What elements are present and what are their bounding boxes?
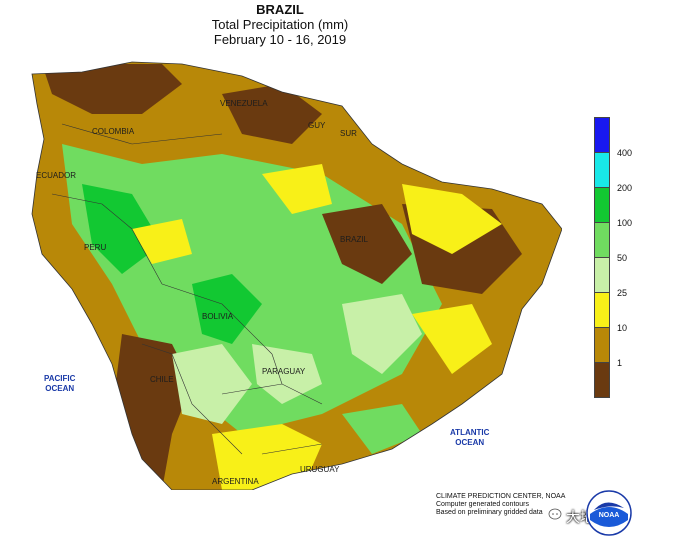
legend-label: 400: [617, 148, 633, 158]
map-title: BRAZIL: [256, 2, 304, 17]
legend-label: 200: [617, 183, 633, 193]
label-paraguay: PARAGUAY: [262, 367, 306, 376]
precipitation-map: VENEZUELA COLOMBIA ECUADOR PERU BRAZIL B…: [31, 61, 562, 490]
coastline: [31, 61, 562, 490]
label-argentina: ARGENTINA: [212, 477, 259, 486]
country-borders: [51, 123, 323, 455]
legend-swatch: [594, 257, 610, 293]
pacific-ocean-label: PACIFIC OCEAN: [44, 374, 76, 393]
label-guyana: GUY: [308, 121, 326, 130]
legend-swatch: [594, 152, 610, 188]
source-footer: CLIMATE PREDICTION CENTER, NOAA Computer…: [436, 493, 566, 516]
legend-label: 10: [617, 323, 628, 333]
legend-label: 25: [617, 288, 628, 298]
label-ecuador: ECUADOR: [36, 171, 76, 180]
legend-swatch: [594, 222, 610, 258]
legend-swatch: [594, 187, 610, 223]
noaa-logo: NOAA: [586, 490, 632, 536]
label-bolivia: BOLIVIA: [202, 312, 234, 321]
map-subtitle: Total Precipitation (mm): [211, 17, 349, 32]
label-chile: CHILE: [150, 375, 174, 384]
legend-swatch: [594, 327, 610, 363]
legend-swatch: [594, 117, 610, 153]
legend-swatch: [594, 362, 610, 398]
atlantic-ocean-label: ATLANTIC OCEAN: [450, 428, 490, 447]
land-area: [32, 62, 562, 490]
country-labels: VENEZUELA COLOMBIA ECUADOR PERU BRAZIL B…: [36, 99, 369, 486]
color-legend: [594, 117, 610, 398]
label-brazil: BRAZIL: [340, 235, 369, 244]
legend-label: 1: [617, 358, 623, 368]
label-colombia: COLOMBIA: [92, 127, 135, 136]
legend-swatch: [594, 292, 610, 328]
label-venezuela: VENEZUELA: [220, 99, 268, 108]
chat-bubble-icon: [548, 508, 562, 520]
label-suriname: SUR: [340, 129, 357, 138]
label-uruguay: URUGUAY: [300, 465, 340, 474]
legend-label: 50: [617, 253, 628, 263]
label-peru: PERU: [84, 243, 106, 252]
map-date-range: February 10 - 16, 2019: [213, 32, 347, 47]
noaa-logo-text: NOAA: [599, 512, 620, 519]
legend-label: 100: [617, 218, 633, 228]
